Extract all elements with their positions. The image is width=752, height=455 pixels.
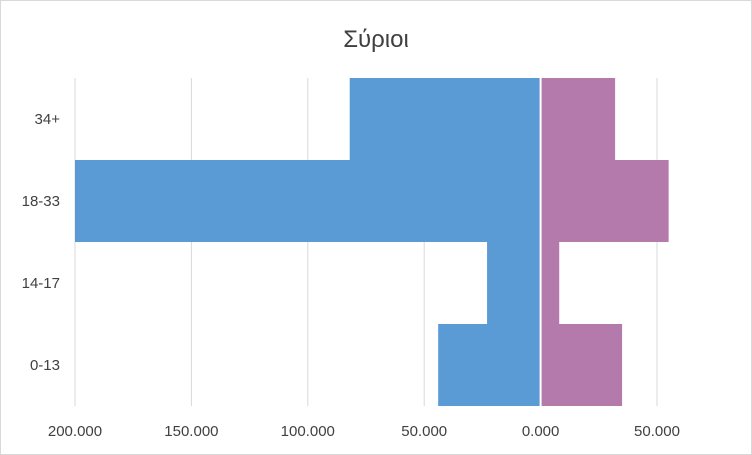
bar-right-18-33: [540, 160, 669, 242]
x-tick-label: 100.000: [281, 423, 335, 440]
x-tick-label: 200.000: [48, 423, 102, 440]
x-tick-label: 50.000: [401, 423, 447, 440]
x-tick-label: 150.000: [164, 423, 218, 440]
y-tick-label: 14-17: [22, 275, 60, 292]
x-tick-label: 0.000: [522, 423, 560, 440]
y-axis-labels: 34+ 18-33 14-17 0-13: [22, 111, 61, 374]
x-tick-label: 50.000: [634, 423, 680, 440]
bars: [75, 78, 669, 406]
y-tick-label: 34+: [35, 111, 61, 128]
chart-title: Σύριοι: [343, 26, 409, 53]
bar-left-14-17: [487, 242, 541, 324]
bar-left-0-13: [438, 324, 541, 406]
y-tick-label: 18-33: [22, 193, 60, 210]
y-tick-label: 0-13: [30, 357, 60, 374]
bar-left-18-33: [75, 160, 541, 242]
bar-left-34+: [349, 78, 541, 160]
bar-right-14-17: [540, 242, 560, 324]
bar-right-0-13: [540, 324, 623, 406]
bar-right-34+: [540, 78, 616, 160]
x-axis-labels: 200.000 150.000 100.000 50.000 0.000 50.000: [48, 423, 680, 440]
